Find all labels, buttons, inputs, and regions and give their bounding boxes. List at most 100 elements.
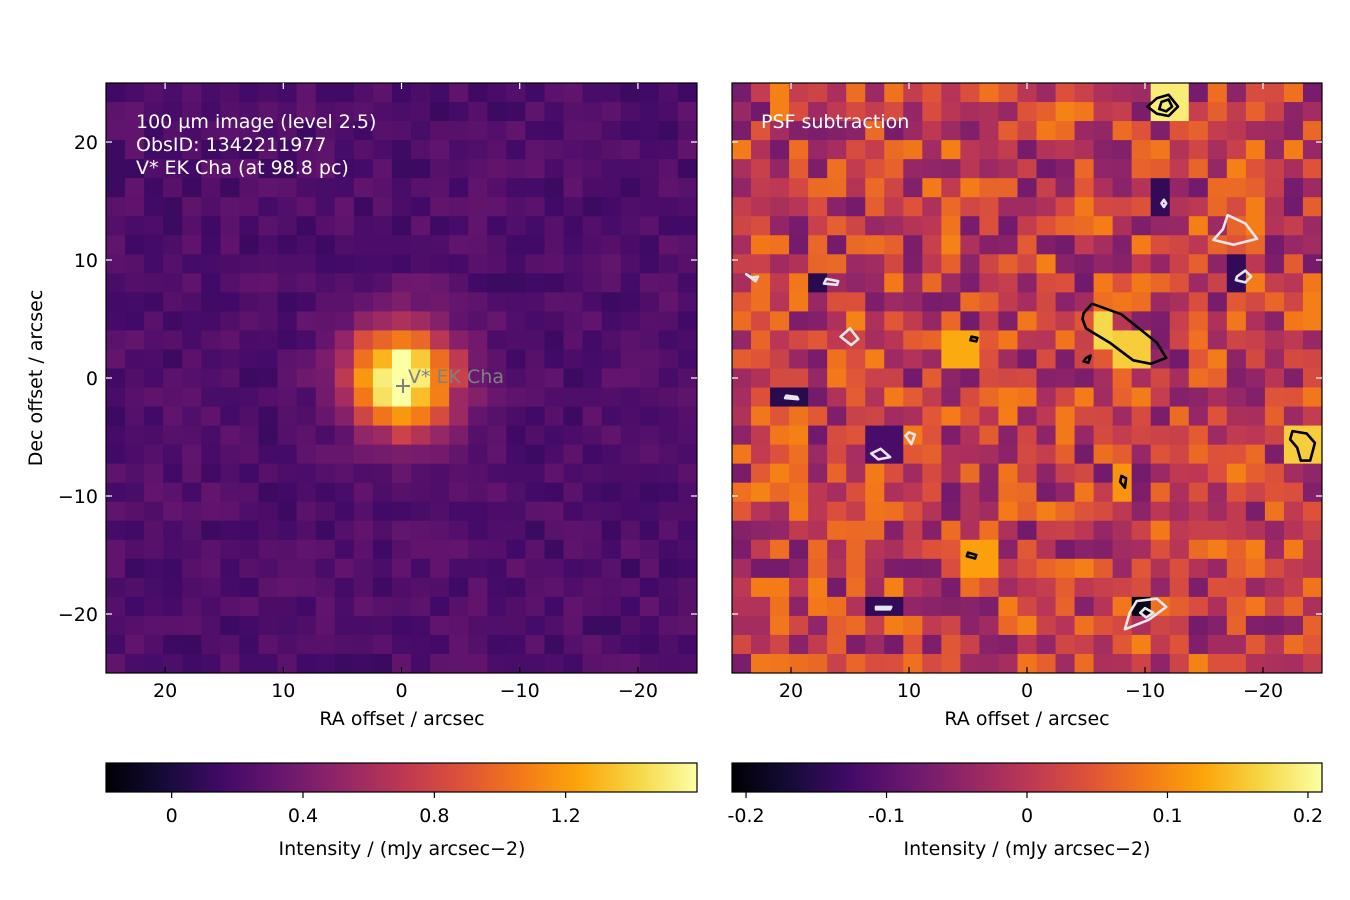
heatmap-pixel (468, 482, 488, 503)
heatmap-pixel (1188, 273, 1209, 293)
heatmap-pixel (1207, 292, 1228, 312)
heatmap-pixel (922, 615, 942, 636)
negative-contour (1139, 606, 1155, 619)
heatmap-pixel (770, 197, 790, 217)
heatmap-pixel (1169, 634, 1190, 655)
heatmap-pixel (732, 558, 752, 579)
heatmap-pixel (544, 121, 565, 141)
heatmap-pixel (732, 273, 752, 293)
heatmap-pixel (1264, 520, 1285, 541)
heatmap-pixel (258, 596, 279, 617)
heatmap-pixel (239, 140, 260, 160)
heatmap-pixel (506, 159, 527, 179)
heatmap-pixel (751, 634, 771, 655)
heatmap-pixel (1188, 444, 1209, 465)
heatmap-pixel (1245, 159, 1266, 179)
heatmap-pixel (846, 102, 866, 122)
heatmap-pixel (487, 558, 507, 579)
heatmap-pixel (846, 368, 866, 389)
heatmap-pixel (506, 311, 527, 332)
heatmap-pixel (1226, 330, 1247, 351)
heatmap-pixel (846, 444, 866, 465)
heatmap-pixel (315, 330, 336, 351)
heatmap-pixel (239, 634, 260, 655)
heatmap-pixel (658, 330, 679, 351)
heatmap-pixel (1245, 501, 1266, 522)
heatmap-pixel (979, 615, 1000, 636)
heatmap-pixel (144, 653, 164, 673)
heatmap-pixel (582, 615, 603, 636)
heatmap-pixel (277, 634, 298, 655)
heatmap-pixel (1169, 482, 1190, 503)
heatmap-pixel (865, 520, 885, 541)
heatmap-pixel (544, 197, 565, 217)
heatmap-pixel (1264, 596, 1285, 617)
heatmap-pixel (506, 235, 527, 255)
heatmap-pixel (201, 140, 221, 160)
heatmap-pixel (353, 425, 374, 446)
heatmap-pixel (903, 406, 923, 427)
heatmap-pixel (658, 140, 679, 160)
heatmap-pixel (1074, 216, 1095, 236)
heatmap-pixel (1017, 558, 1038, 579)
heatmap-pixel (1245, 387, 1266, 408)
heatmap-pixel (941, 501, 961, 522)
heatmap-pixel (1093, 463, 1114, 484)
colorbar-tick-label: 1.2 (551, 805, 581, 827)
heatmap-pixel (1017, 273, 1038, 293)
negative-contour (869, 447, 892, 461)
heatmap-pixel (639, 368, 660, 389)
x-tick-label: −20 (1243, 680, 1283, 702)
heatmap-pixel (144, 349, 164, 370)
heatmap-pixel (732, 539, 752, 560)
heatmap-pixel (827, 102, 847, 122)
heatmap-pixel (430, 197, 450, 217)
heatmap-pixel (163, 273, 183, 293)
heatmap-pixel (182, 501, 202, 522)
heatmap-pixel (506, 444, 527, 465)
heatmap-pixel (884, 482, 904, 503)
heatmap-pixel (846, 520, 866, 541)
heatmap-pixel (544, 349, 565, 370)
heatmap-pixel (1245, 311, 1266, 332)
heatmap-pixel (677, 596, 697, 617)
heatmap-pixel (163, 596, 183, 617)
heatmap-pixel (258, 349, 279, 370)
heatmap-pixel (163, 539, 183, 560)
heatmap-pixel (751, 482, 771, 503)
heatmap-pixel (125, 387, 145, 408)
heatmap-pixel (865, 273, 885, 293)
heatmap-pixel (979, 349, 1000, 370)
heatmap-pixel (922, 501, 942, 522)
heatmap-pixel (372, 121, 393, 141)
heatmap-pixel (677, 425, 697, 446)
heatmap-pixel (430, 444, 450, 465)
heatmap-pixel (960, 463, 981, 484)
heatmap-pixel (239, 482, 260, 503)
heatmap-pixel (525, 387, 546, 408)
heatmap-pixel (544, 254, 565, 274)
negative-contour (783, 394, 800, 401)
heatmap-pixel (487, 425, 507, 446)
heatmap-pixel (372, 615, 393, 636)
heatmap-pixel (884, 444, 904, 465)
heatmap-pixel (144, 387, 164, 408)
heatmap-pixel (277, 387, 298, 408)
heatmap-pixel (430, 482, 450, 503)
heatmap-pixel (960, 235, 981, 255)
heatmap-pixel (1131, 501, 1152, 522)
heatmap-pixel (353, 368, 374, 389)
heatmap-pixel (258, 387, 279, 408)
heatmap-pixel (411, 140, 431, 160)
heatmap-pixel (563, 235, 584, 255)
heatmap-pixel (732, 83, 752, 103)
heatmap-pixel (1112, 216, 1133, 236)
heatmap-pixel (1264, 368, 1285, 389)
heatmap-pixel (1131, 197, 1152, 217)
heatmap-pixel (1226, 577, 1247, 598)
heatmap-pixel (751, 140, 771, 160)
heatmap-pixel (770, 653, 790, 673)
heatmap-pixel (239, 558, 260, 579)
heatmap-pixel (1150, 653, 1171, 673)
heatmap-pixel (808, 178, 828, 198)
